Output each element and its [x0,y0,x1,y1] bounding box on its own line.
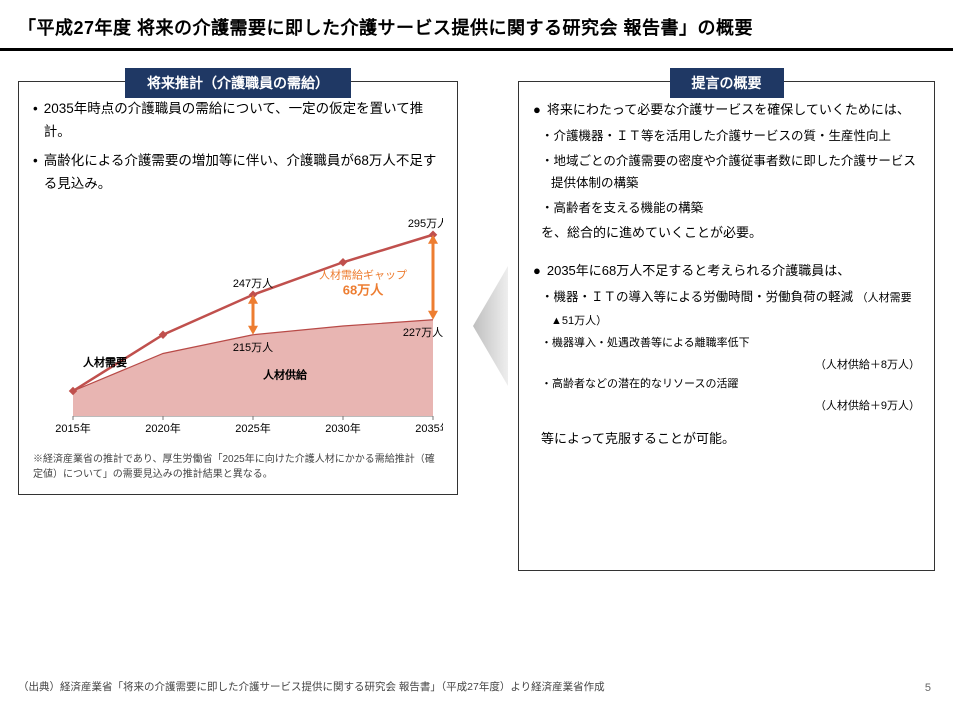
chart-footnote: ※経済産業省の推計であり、厚生労働省「2025年に向けた介護人材にかかる需給推計… [33,452,443,482]
supply-demand-chart: 247万人 295万人 215万人 227万人 人材需給ギャップ 68万人 人材… [33,206,443,446]
r-b2-s2r: （人材供給＋8万人） [533,356,920,376]
svg-text:2015年: 2015年 [55,421,90,435]
left-bullet-1: 2035年時点の介護職員の需給について、一定の仮定を置いて推計。 [44,98,443,144]
arrow-separator [468,81,508,571]
bullet-dot-icon: • [33,150,38,196]
svg-text:247万人: 247万人 [233,277,273,290]
left-panel: 将来推計（介護職員の需給） •2035年時点の介護職員の需給について、一定の仮定… [18,81,458,571]
r-b1-tail: を、総合的に進めていくことが必要。 [533,221,920,244]
r-b2-s3: ・高齢者などの潜在的なリソースの活躍 [533,375,920,395]
left-bullet-2: 高齢化による介護需要の増加等に伴い、介護職員が68万人不足する見込み。 [44,150,443,196]
r-b2-s3r: （人材供給＋9万人） [533,397,920,417]
r-b1-s2: ・地域ごとの介護需要の密度や介護従事者数に即した介護サービス提供体制の構築 [533,150,920,195]
svg-text:人材需要: 人材需要 [83,355,127,369]
svg-text:2025年: 2025年 [235,421,270,435]
left-header: 将来推計（介護職員の需給） [125,68,351,98]
r-b1-lead: 将来にわたって必要な介護サービスを確保していくためには、 [547,98,910,121]
left-frame: 将来推計（介護職員の需給） •2035年時点の介護職員の需給について、一定の仮定… [18,81,458,495]
svg-text:227万人: 227万人 [403,326,443,339]
r-b1-s3: ・高齢者を支える機能の構築 [533,197,920,220]
page-title: 「平成27年度 将来の介護需要に即した介護サービス提供に関する研究会 報告書」の… [0,0,953,51]
r-b2-lead: 2035年に68万人不足すると考えられる介護職員は、 [547,259,850,282]
chart-svg: 247万人 295万人 215万人 227万人 人材需給ギャップ 68万人 人材… [33,206,443,446]
svg-text:2020年: 2020年 [145,421,180,435]
svg-text:2035年: 2035年 [415,421,443,435]
svg-text:68万人: 68万人 [343,282,384,297]
left-arrow-icon [468,266,508,386]
bullet-dot-icon: • [33,98,38,144]
svg-text:人材需給ギャップ: 人材需給ギャップ [319,267,407,281]
r-b2-tail: 等によって克服することが可能。 [533,427,920,450]
right-header: 提言の概要 [670,68,784,98]
right-panel: 提言の概要 ●将来にわたって必要な介護サービスを確保していくためには、 ・介護機… [518,81,935,571]
svg-text:295万人: 295万人 [408,217,443,230]
svg-text:215万人: 215万人 [233,341,273,354]
r-b2-s1: ・機器・ＩＴの導入等による労働時間・労働負荷の軽減 （人材需要▲51万人） [533,286,920,332]
svg-text:人材供給: 人材供給 [263,367,308,381]
bullet-solid-icon: ● [533,259,541,282]
r-b2-s2: ・機器導入・処遇改善等による離職率低下 [533,334,920,354]
right-frame: 提言の概要 ●将来にわたって必要な介護サービスを確保していくためには、 ・介護機… [518,81,935,571]
source-citation: （出典）経済産業省「将来の介護需要に即した介護サービス提供に関する研究会 報告書… [18,679,605,694]
svg-text:2030年: 2030年 [325,421,360,435]
bullet-solid-icon: ● [533,98,541,121]
page-number: 5 [925,682,931,694]
r-b1-s1: ・介護機器・ＩＴ等を活用した介護サービスの質・生産性向上 [533,125,920,148]
content-row: 将来推計（介護職員の需給） •2035年時点の介護職員の需給について、一定の仮定… [0,51,953,581]
